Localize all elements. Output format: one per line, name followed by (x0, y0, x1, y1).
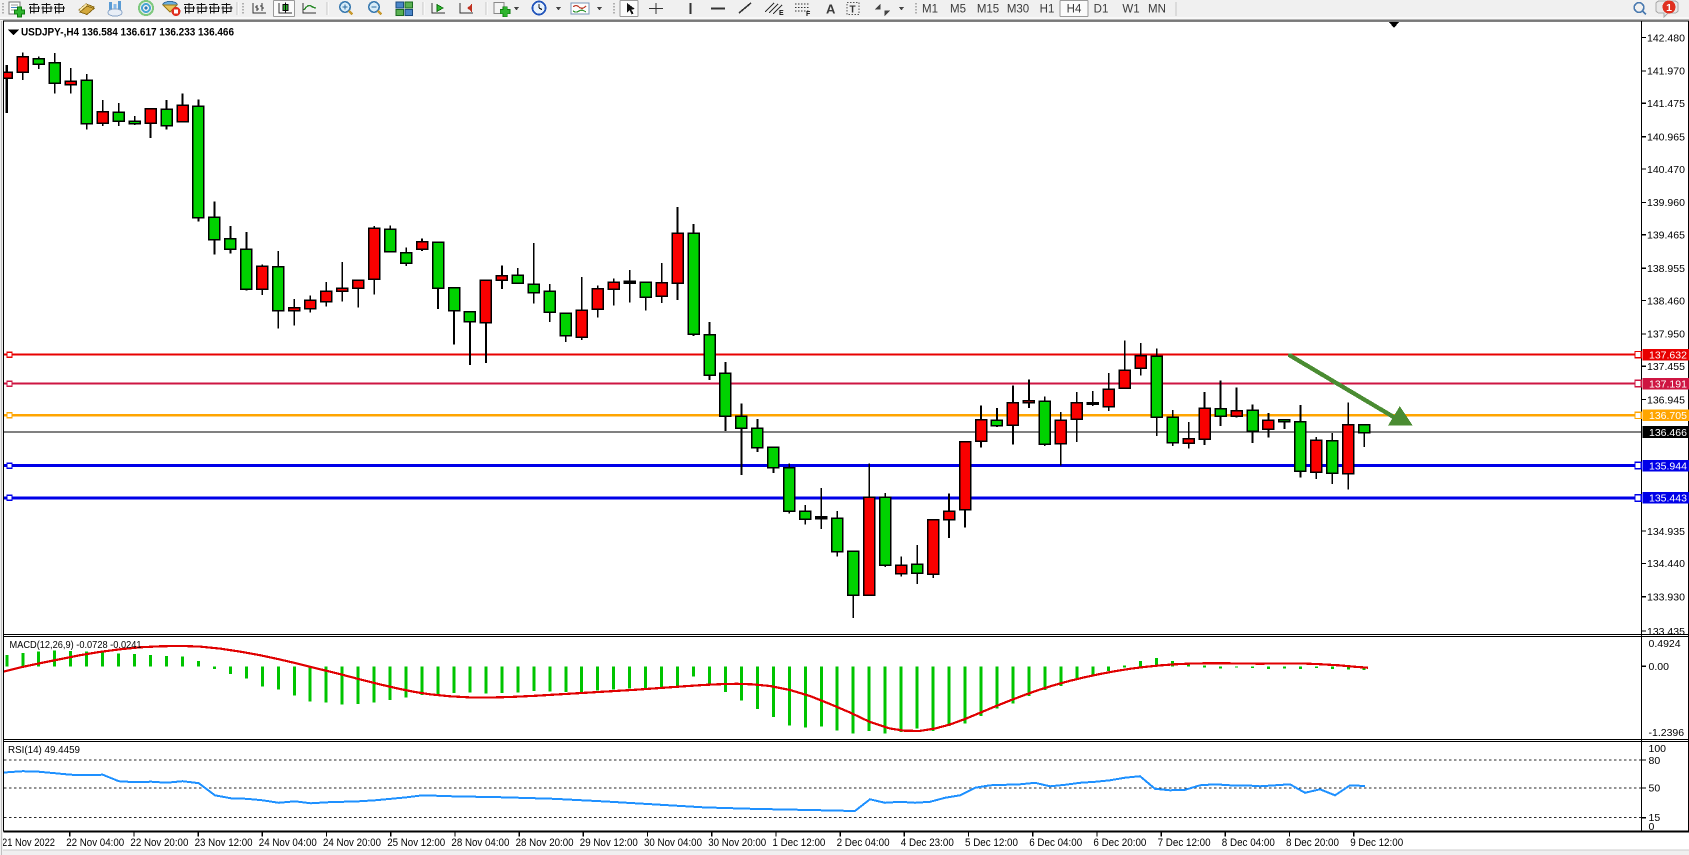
svg-text:M1: M1 (922, 4, 938, 16)
svg-text:30 Nov 04:00: 30 Nov 04:00 (644, 837, 702, 849)
svg-text:1 Dec 12:00: 1 Dec 12:00 (772, 837, 825, 849)
svg-text:133.930: 133.930 (1647, 592, 1685, 604)
svg-text:E: E (779, 10, 784, 17)
svg-text:22 Nov 20:00: 22 Nov 20:00 (130, 837, 188, 849)
svg-text:137.632: 137.632 (1649, 350, 1687, 362)
svg-text:138.955: 138.955 (1647, 263, 1685, 275)
svg-text:8 Dec 20:00: 8 Dec 20:00 (1286, 837, 1339, 849)
svg-text:5 Dec 12:00: 5 Dec 12:00 (965, 837, 1018, 849)
svg-text:28 Nov 20:00: 28 Nov 20:00 (516, 837, 574, 849)
svg-text:21 Nov 2022: 21 Nov 2022 (2, 837, 55, 849)
svg-text:T: T (850, 5, 856, 16)
svg-text:50: 50 (1649, 783, 1661, 795)
svg-text:0: 0 (1649, 821, 1655, 833)
svg-text:28 Nov 04:00: 28 Nov 04:00 (451, 837, 509, 849)
svg-text:7 Dec 12:00: 7 Dec 12:00 (1158, 837, 1211, 849)
svg-text:134.440: 134.440 (1647, 558, 1685, 570)
svg-text:136.705: 136.705 (1649, 410, 1687, 422)
svg-text:6 Dec 20:00: 6 Dec 20:00 (1093, 837, 1146, 849)
svg-text:141.970: 141.970 (1647, 66, 1685, 78)
svg-text:80: 80 (1649, 755, 1661, 767)
svg-text:135.944: 135.944 (1649, 460, 1687, 472)
svg-text:9 Dec 12:00: 9 Dec 12:00 (1350, 837, 1403, 849)
svg-text:A: A (826, 2, 836, 17)
svg-text:100: 100 (1649, 743, 1667, 755)
svg-text:M15: M15 (977, 4, 999, 16)
svg-text:MN: MN (1148, 4, 1166, 16)
svg-text:23 Nov 12:00: 23 Nov 12:00 (195, 837, 253, 849)
svg-text:0.4924: 0.4924 (1649, 638, 1681, 650)
svg-text:0.00: 0.00 (1649, 661, 1670, 673)
svg-text:25 Nov 12:00: 25 Nov 12:00 (387, 837, 445, 849)
svg-text:6 Dec 04:00: 6 Dec 04:00 (1029, 837, 1082, 849)
svg-text:4 Dec 23:00: 4 Dec 23:00 (901, 837, 954, 849)
svg-text:22 Nov 04:00: 22 Nov 04:00 (66, 837, 124, 849)
svg-text:-1.2396: -1.2396 (1649, 727, 1685, 739)
svg-text:139.465: 139.465 (1647, 230, 1685, 242)
svg-text:137.191: 137.191 (1649, 378, 1687, 390)
svg-text:H1: H1 (1040, 4, 1055, 16)
svg-text:W1: W1 (1122, 4, 1139, 16)
svg-text:134.935: 134.935 (1647, 526, 1685, 538)
svg-text:29 Nov 12:00: 29 Nov 12:00 (580, 837, 638, 849)
svg-text:140.470: 140.470 (1647, 164, 1685, 176)
svg-text:141.475: 141.475 (1647, 98, 1685, 110)
svg-text:142.480: 142.480 (1647, 32, 1685, 44)
svg-text:MACD(12,26,9) -0.0728 -0.0241: MACD(12,26,9) -0.0728 -0.0241 (10, 639, 142, 651)
svg-text:M5: M5 (950, 4, 966, 16)
svg-text:15: 15 (1649, 812, 1661, 824)
svg-text:24 Nov 20:00: 24 Nov 20:00 (323, 837, 381, 849)
svg-text:135.443: 135.443 (1649, 493, 1687, 505)
svg-text:D1: D1 (1094, 4, 1109, 16)
svg-text:137.950: 137.950 (1647, 329, 1685, 341)
svg-text:USDJPY-,H4 136.584 136.617 13: USDJPY-,H4 136.584 136.617 136.233 136.4… (21, 27, 234, 39)
svg-text:2 Dec 04:00: 2 Dec 04:00 (837, 837, 890, 849)
svg-text:136.945: 136.945 (1647, 394, 1685, 406)
svg-text:139.960: 139.960 (1647, 197, 1685, 209)
svg-text:136.466: 136.466 (1649, 427, 1687, 439)
svg-text:1: 1 (1666, 2, 1672, 14)
svg-text:24 Nov 04:00: 24 Nov 04:00 (259, 837, 317, 849)
svg-text:F: F (806, 11, 811, 18)
svg-text:137.455: 137.455 (1647, 361, 1685, 373)
svg-text:8 Dec 04:00: 8 Dec 04:00 (1222, 837, 1275, 849)
svg-text:138.460: 138.460 (1647, 295, 1685, 307)
svg-text:140.965: 140.965 (1647, 132, 1685, 144)
svg-text:H4: H4 (1067, 4, 1082, 16)
svg-text:M30: M30 (1007, 4, 1029, 16)
svg-text:RSI(14) 49.4459: RSI(14) 49.4459 (8, 744, 80, 756)
svg-text:30 Nov 20:00: 30 Nov 20:00 (708, 837, 766, 849)
svg-text:133.435: 133.435 (1647, 626, 1685, 638)
